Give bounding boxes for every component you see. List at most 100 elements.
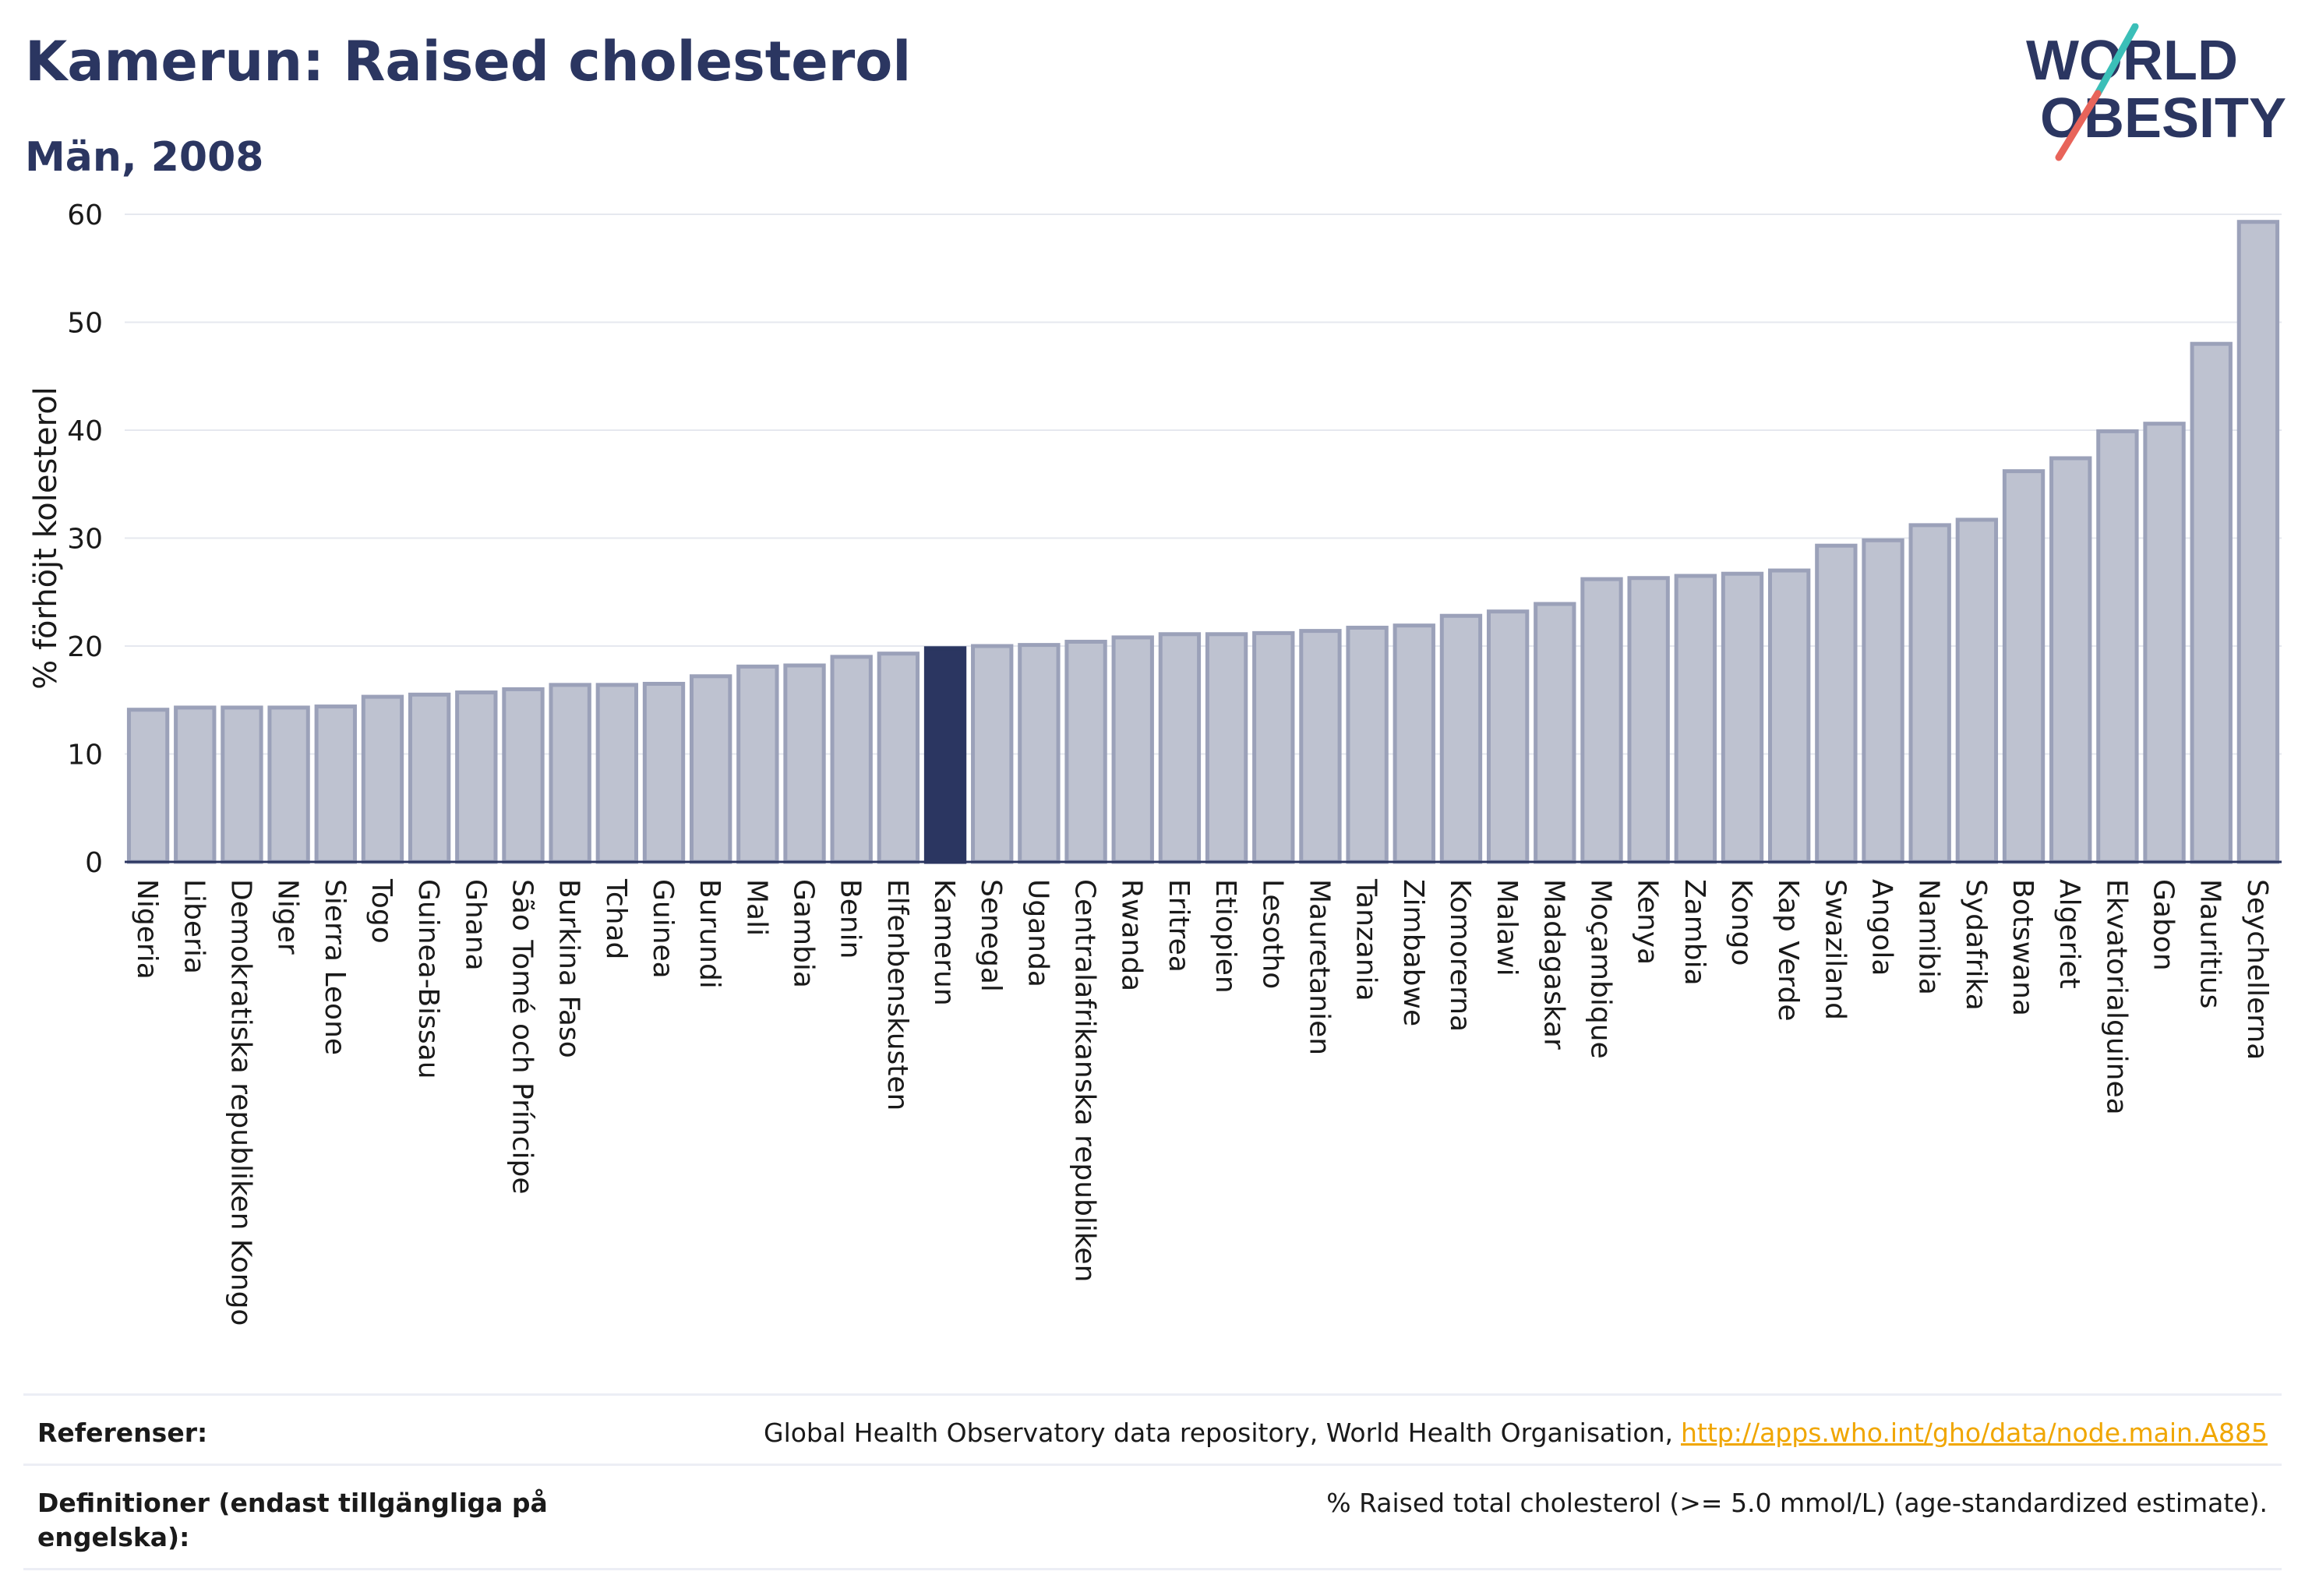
x-tick-label: Guinea [647,879,679,979]
bar [1252,630,1295,864]
definitions-value: % Raised total cholesterol (>= 5.0 mmol/… [1326,1487,2268,1518]
x-tick-label: Madagaskar [1537,879,1569,1050]
x-tick-label: São Tomé och Príncipe [506,879,538,1195]
bar [1955,517,1999,864]
x-tick-label: Swaziland [1819,879,1851,1020]
bar [1393,623,1435,864]
references-label: Referenser: [37,1418,208,1448]
logo-slash-red [2055,90,2102,161]
bar [361,694,404,864]
x-tick-label: Elfenbenskusten [881,879,913,1110]
logo-slash-teal [2094,23,2139,97]
x-tick-label: Mauritius [2194,879,2226,1008]
bar [690,674,732,864]
references-text: Global Health Observatory data repositor… [764,1418,1673,1448]
bar [267,705,310,864]
page-subtitle: Män, 2008 [25,134,264,181]
x-tick-label: Niger [272,879,304,955]
x-tick-label: Moçambique [1584,879,1616,1059]
x-tick-label: Zimbabwe [1397,879,1429,1026]
bar [126,708,170,864]
bar [1768,568,1811,864]
bar [2002,469,2046,864]
bar [1580,577,1623,864]
y-tick-label: 60 [67,200,103,231]
bar [1439,613,1483,864]
x-tick-label: Burundi [694,879,725,989]
bar [314,704,357,864]
y-axis-title: % förhöjt kolesterol [28,387,64,690]
bar [2096,429,2139,864]
x-tick-label: Kongo [1725,879,1757,966]
bar [1346,625,1389,864]
x-tick-label: Centralafrikanska republiken [1069,879,1101,1282]
x-tick-label: Guinea-Bissau [412,879,444,1079]
y-tick-label: 20 [67,631,103,663]
bar [455,690,498,864]
bar [2049,456,2092,864]
x-tick-label: Gabon [2148,879,2180,971]
bar [1486,609,1530,864]
references-link[interactable]: http://apps.who.int/gho/data/node.main.A… [1680,1418,2268,1448]
bar [1111,635,1154,864]
bar [1815,543,1858,864]
x-tick-label: Liberia [178,879,210,974]
bar [502,687,545,864]
x-tick-label: Kamerun [928,879,960,1006]
y-tick-label: 0 [85,847,103,879]
bar [1205,632,1248,864]
x-tick-label: Algeriet [2053,879,2085,989]
x-tick-label: Tanzania [1350,878,1382,1001]
y-tick-label: 30 [67,524,103,556]
x-tick-label: Komorerna [1444,879,1476,1032]
x-tick-label: Mauretanien [1303,879,1335,1055]
x-tick-label: Kap Verde [1772,879,1804,1021]
x-tick-label: Botswana [2007,879,2038,1016]
x-tick-label: Uganda [1022,879,1054,987]
definitions-row: Definitioner (endast tillgängliga på eng… [23,1463,2282,1570]
bar [642,681,686,864]
x-tick-label: Tchad [600,878,632,959]
logo-line1: WORLD [2026,30,2238,92]
x-tick-label: Demokratiska republiken Kongo [224,879,256,1326]
x-tick-label: Lesotho [1256,879,1288,989]
x-tick-label: Sydafrika [1960,879,1992,1011]
bar [1018,643,1061,864]
x-tick-label: Togo [365,878,397,944]
bar [595,683,638,864]
bar [1627,576,1670,864]
x-tick-label: Senegal [975,879,1007,992]
page-title: Kamerun: Raised cholesterol [25,30,912,94]
bar [221,705,263,864]
x-tick-label: Ekvatorialguinea [2100,879,2132,1115]
bar [408,692,451,864]
bar [783,663,826,864]
references-table: Referenser: Global Health Observatory da… [23,1393,2282,1570]
bar [1534,602,1576,864]
x-tick-label: Zambia [1678,879,1710,986]
x-tick-label: Nigeria [131,879,163,980]
bar [2143,422,2186,864]
bar [1158,632,1202,864]
bar [1721,571,1764,864]
bar [923,646,967,864]
x-tick-label: Burkina Faso [553,879,585,1058]
bar [1908,523,1951,864]
world-obesity-logo: WORLD OBESITY [2026,23,2286,161]
y-tick-label: 10 [67,740,103,772]
bar-chart: 0 10 20 30 40 50 60 % förhöjt kolesterol Nigeria… [28,200,2282,1326]
bar [174,705,217,864]
references-row: Referenser: Global Health Observatory da… [23,1393,2282,1464]
bar [877,651,920,864]
bar [1862,538,1904,864]
x-tick-label: Rwanda [1116,879,1148,991]
x-tick-label: Namibia [1913,879,1945,995]
x-tick-label: Sierra Leone [319,879,351,1055]
x-tick-label: Eritrea [1163,879,1195,973]
bar [1299,629,1342,864]
x-tick-label: Gambia [788,879,820,988]
x-tick-label: Mali [740,879,772,936]
x-tick-label: Ghana [459,879,491,971]
x-tick-label: Benin [835,879,867,959]
references-value: Global Health Observatory data repositor… [764,1416,2268,1451]
